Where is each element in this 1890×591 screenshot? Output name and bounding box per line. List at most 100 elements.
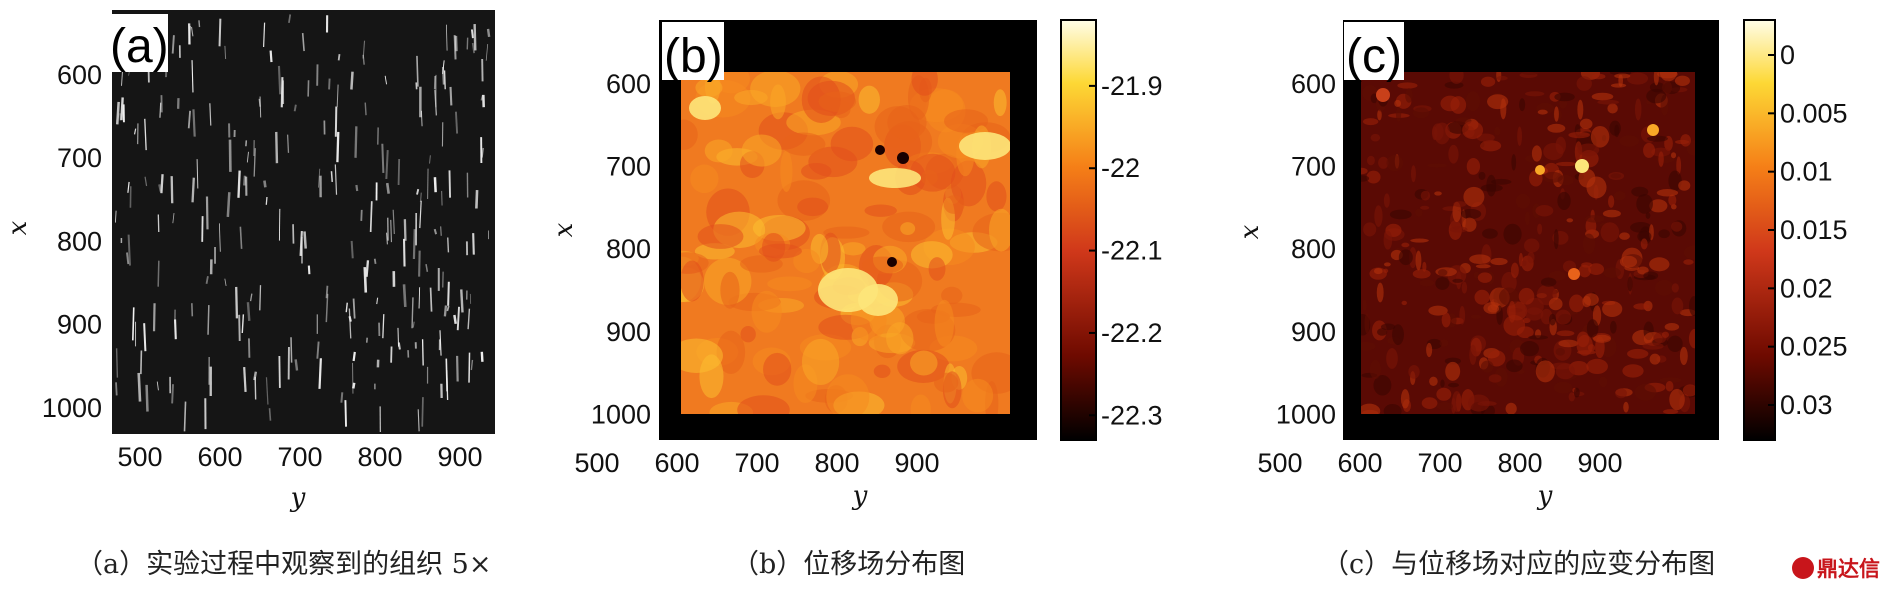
heat-cell (1444, 357, 1461, 365)
y-tick-label: 800 (1291, 234, 1336, 264)
bright-streak (156, 381, 159, 391)
colorbar-tick-label: -22.1 (1101, 236, 1163, 266)
bright-streak (447, 237, 450, 253)
heat-cell (1569, 294, 1585, 313)
heat-cell (1369, 359, 1381, 380)
hot-spot (959, 132, 1010, 160)
heat-cell (1459, 305, 1466, 325)
heat-cell (1658, 151, 1664, 167)
bright-streak (336, 84, 339, 108)
heat-cell (1555, 348, 1565, 356)
bright-streak (325, 285, 329, 299)
heat-cell (1383, 403, 1402, 414)
bright-streak (352, 382, 356, 389)
micrograph-streaks (114, 14, 491, 433)
heat-cell (1487, 304, 1500, 313)
bright-streak (390, 219, 392, 243)
heat-cell (1361, 175, 1370, 182)
heat-cell (1622, 364, 1644, 378)
bright-streak (170, 176, 174, 204)
heat-cell (716, 330, 746, 374)
heat-cell (1433, 122, 1451, 145)
bright-streak (127, 181, 130, 193)
x-axis-label-b: y (852, 481, 868, 511)
bright-streak (345, 302, 348, 313)
heat-cell (1597, 99, 1619, 105)
heat-cell (1554, 106, 1559, 122)
bright-streak (224, 45, 227, 60)
heat-cell (1553, 381, 1573, 394)
heat-cell (1537, 109, 1548, 115)
heat-cell (1591, 92, 1614, 101)
bright-streak (416, 188, 420, 195)
bright-streak (171, 384, 174, 404)
bright-streak (337, 53, 341, 61)
heat-cell (1647, 135, 1668, 142)
tag-background-b (662, 22, 724, 80)
heat-cell (840, 242, 866, 256)
heat-cell (1637, 230, 1652, 243)
heat-cell (1524, 211, 1530, 226)
heat-cell (1400, 389, 1410, 409)
heat-cell (1578, 168, 1596, 188)
bright-streak (133, 128, 137, 135)
heat-cell (1527, 251, 1535, 264)
heat-cell (1548, 313, 1557, 326)
heat-cell (1608, 195, 1615, 208)
bright-streak (352, 351, 356, 362)
heat-cell (1410, 165, 1416, 183)
y-tick-label: 900 (606, 317, 651, 347)
heat-cell (1441, 312, 1451, 328)
bright-streak (280, 77, 284, 108)
heat-cell (1428, 305, 1448, 316)
bright-streak (187, 110, 191, 129)
heat-cell (1496, 75, 1508, 81)
bright-streak (191, 60, 194, 93)
bright-streak (449, 86, 453, 106)
bright-streak (259, 96, 262, 118)
bright-streak (350, 240, 354, 259)
bright-streak (237, 170, 241, 198)
heat-cell (1463, 186, 1485, 207)
heat-cell (861, 256, 904, 275)
bright-streak (403, 219, 407, 241)
bright-streak (205, 276, 209, 284)
heat-cell (1557, 191, 1571, 211)
heat-cell (1668, 194, 1677, 206)
bright-streak (159, 102, 162, 118)
heat-cell (758, 243, 802, 259)
heat-cell (1598, 376, 1608, 388)
bright-streak (140, 350, 143, 375)
bright-streak (330, 171, 333, 182)
bright-streak (456, 306, 460, 331)
x-tick-label: 900 (1577, 448, 1622, 478)
hot-spot (689, 96, 721, 120)
caption-c: （c）与位移场对应的应变分布图 (1322, 549, 1715, 580)
heat-cell (1436, 387, 1452, 401)
heat-cell (1634, 98, 1642, 121)
heat-cell (1633, 303, 1650, 310)
heat-cell (1576, 76, 1592, 91)
heat-cell (1466, 157, 1481, 175)
heat-cell (1480, 76, 1496, 87)
heat-cell (1408, 365, 1420, 379)
bright-streak (316, 341, 320, 359)
hot-spot (858, 284, 898, 316)
heat-cell (920, 169, 938, 186)
bright-streak (294, 359, 299, 371)
hot-spot (869, 168, 921, 188)
bright-streak (275, 131, 279, 164)
heat-cell (1568, 131, 1591, 139)
bright-streak (425, 263, 429, 272)
bright-streak (397, 342, 401, 350)
bright-streak (209, 103, 212, 126)
heat-cell (1659, 377, 1682, 384)
bright-streak (364, 102, 367, 116)
heat-cell (681, 260, 704, 302)
bright-streak (254, 376, 257, 400)
bright-streak (453, 35, 457, 60)
heat-cell (1487, 350, 1506, 367)
bright-streak (115, 348, 119, 378)
colorbar-tick-label: 0.015 (1780, 215, 1848, 245)
heat-cell (1482, 228, 1498, 239)
